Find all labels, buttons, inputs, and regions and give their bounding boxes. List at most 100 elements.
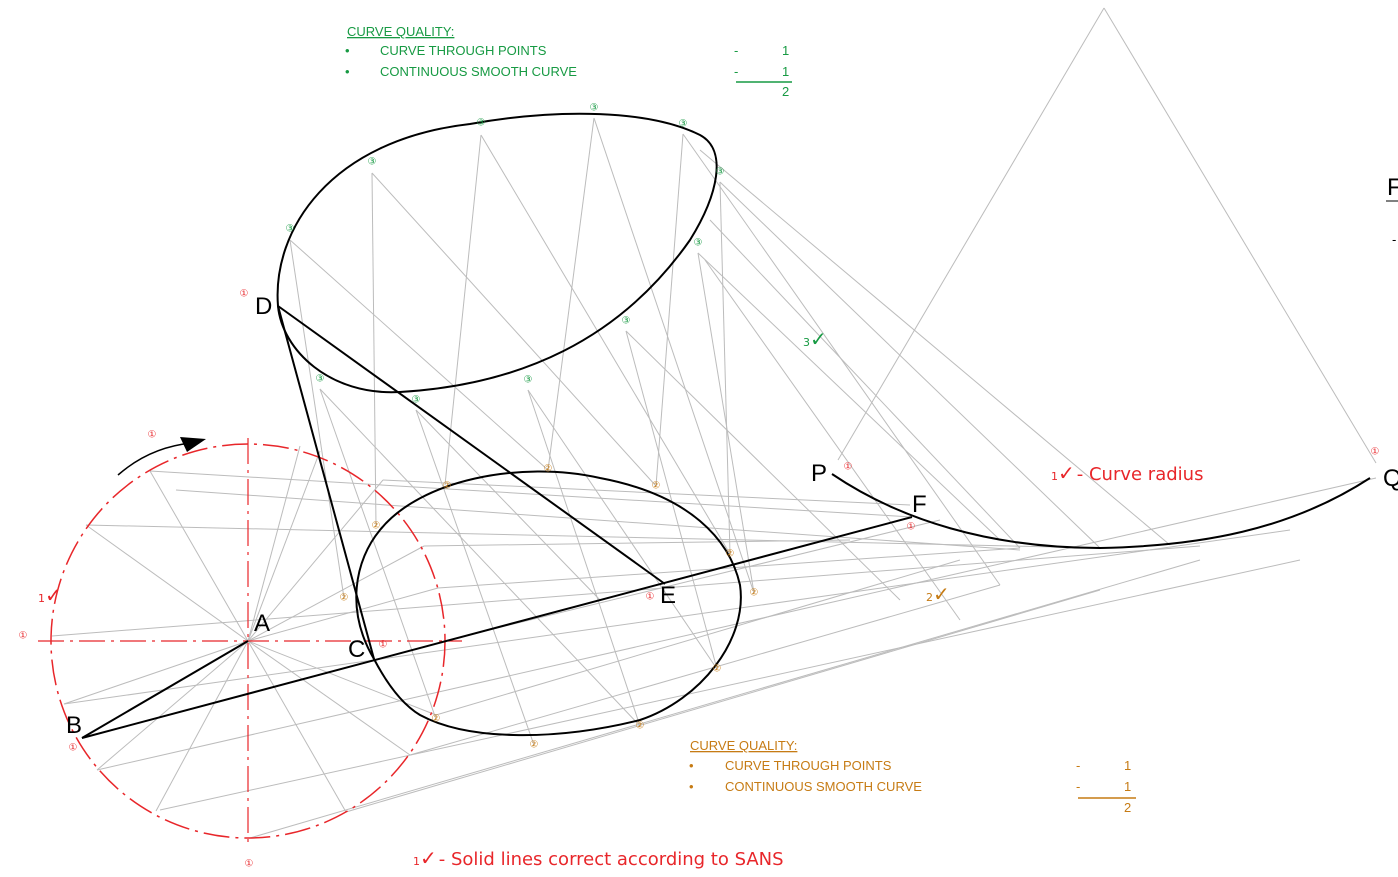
tick-annotations: 1✓ 3✓ 2✓ 1✓ - Curve radius 1✓ - Solid line…: [38, 327, 1203, 870]
mark-one: ①: [245, 859, 254, 870]
criterion-through-points: CURVE THROUGH POINTS: [380, 43, 547, 58]
tick-green-curve: 3✓: [803, 327, 827, 351]
score-smooth-curve: 1: [1124, 779, 1131, 794]
mark-one: ①: [646, 592, 655, 603]
tick-number: 1: [38, 592, 45, 605]
bullet: •: [345, 64, 350, 79]
construction-line: [85, 524, 249, 642]
construction-line: [697, 252, 1001, 541]
mark-one: ①: [844, 462, 853, 473]
construction-line: [247, 450, 321, 642]
construction-line: [371, 172, 377, 527]
construction-line: [443, 519, 941, 642]
construction-line: [247, 587, 439, 642]
edge-dash: -: [1392, 232, 1396, 247]
green-locus-curve: [276, 112, 718, 394]
mark-one: ①: [379, 640, 388, 651]
solid-lines-note: 1✓ - Solid lines correct according to SAN…: [413, 846, 784, 870]
construction-line: [697, 252, 755, 594]
construction-line: [527, 389, 641, 727]
mark-two: ②: [544, 464, 553, 475]
score-total: 2: [782, 84, 789, 99]
construction-line: [247, 640, 411, 756]
construction-line: [247, 545, 425, 642]
mark-three: ③: [622, 316, 631, 327]
tick-icon: ✓: [420, 846, 437, 870]
construction-line: [247, 640, 347, 813]
construction-line: [149, 470, 913, 518]
curve-quality-heading: CURVE QUALITY:: [690, 738, 797, 753]
point-label-F: F: [912, 491, 927, 518]
mark-two: ②: [750, 588, 759, 599]
construction-line: [63, 640, 249, 705]
mark-one: ①: [148, 430, 157, 441]
point-label-D: D: [255, 293, 272, 320]
construction-line: [247, 479, 384, 642]
construction-line: [289, 239, 345, 599]
tick-number: 1: [1051, 470, 1058, 483]
tick-orange-curve: 2✓: [926, 582, 950, 606]
point-label-E: E: [660, 582, 676, 609]
mark-three: ③: [524, 375, 533, 386]
bullet: •: [689, 758, 694, 773]
score-through-points: 1: [782, 43, 789, 58]
curve-radius-text: - Curve radius: [1077, 464, 1204, 485]
construction-line: [699, 149, 1171, 546]
rotation-arrow: [117, 442, 193, 476]
mark-two: ②: [713, 664, 722, 675]
bullet: •: [345, 43, 350, 58]
construction-line: [625, 330, 901, 601]
curve-quality-green: CURVE QUALITY: • CURVE THROUGH POINTS • …: [345, 24, 792, 99]
construction-line: [289, 239, 549, 471]
mark-two: ②: [636, 721, 645, 732]
mark-one: ①: [69, 743, 78, 754]
mark-two: ②: [530, 740, 539, 751]
construction-line: [319, 388, 437, 720]
construction-line: [435, 559, 961, 716]
tick-icon: ✓: [1058, 461, 1075, 485]
construction-line: [319, 388, 641, 727]
locus-curves: [276, 112, 1371, 737]
mark-one: ①: [907, 522, 916, 533]
mark-three: ③: [590, 103, 599, 114]
mark-three: ③: [316, 374, 325, 385]
tick-icon: ✓: [45, 583, 62, 607]
construction-line: [382, 479, 911, 506]
triangle-construction: [837, 7, 1377, 464]
link-AB: [81, 640, 249, 739]
point-label-C: C: [348, 636, 365, 663]
mark-two: ②: [340, 593, 349, 604]
construction-line: [345, 589, 1101, 813]
construction-line: [480, 134, 731, 555]
construction-line: [625, 330, 718, 670]
score-smooth-curve: 1: [782, 64, 789, 79]
mark-two: ②: [652, 481, 661, 492]
mark-three: ③: [679, 119, 688, 130]
rotation-arrow-head: [180, 437, 206, 452]
construction-line: [527, 389, 718, 670]
mark-three: ③: [286, 224, 295, 235]
construction-line: [149, 470, 249, 642]
construction-line: [704, 259, 961, 621]
tick-icon: ✓: [810, 327, 827, 351]
orange-markers: ② ② ② ② ② ② ② ② ② ② ②: [340, 464, 759, 751]
score-through-points: 1: [1124, 758, 1131, 773]
dash: -: [1076, 779, 1080, 794]
mark-three: ③: [694, 238, 703, 249]
mark-three: ③: [477, 118, 486, 129]
dash: -: [734, 64, 738, 79]
mark-one: ①: [1371, 447, 1380, 458]
construction-line: [409, 584, 1001, 756]
mark-two: ②: [726, 549, 735, 560]
curve-radius-note: 1✓ - Curve radius: [1051, 461, 1203, 485]
curve-quality-orange: CURVE QUALITY: • CURVE THROUGH POINTS • …: [689, 738, 1136, 815]
mark-one: ①: [240, 289, 249, 300]
construction-line: [175, 489, 1021, 551]
construction-line: [719, 181, 731, 555]
construction-line: [437, 547, 1021, 589]
construction-line: [423, 539, 851, 547]
point-label-P: P: [811, 460, 827, 487]
construction-line: [159, 559, 1301, 811]
construction-line: [155, 640, 249, 812]
